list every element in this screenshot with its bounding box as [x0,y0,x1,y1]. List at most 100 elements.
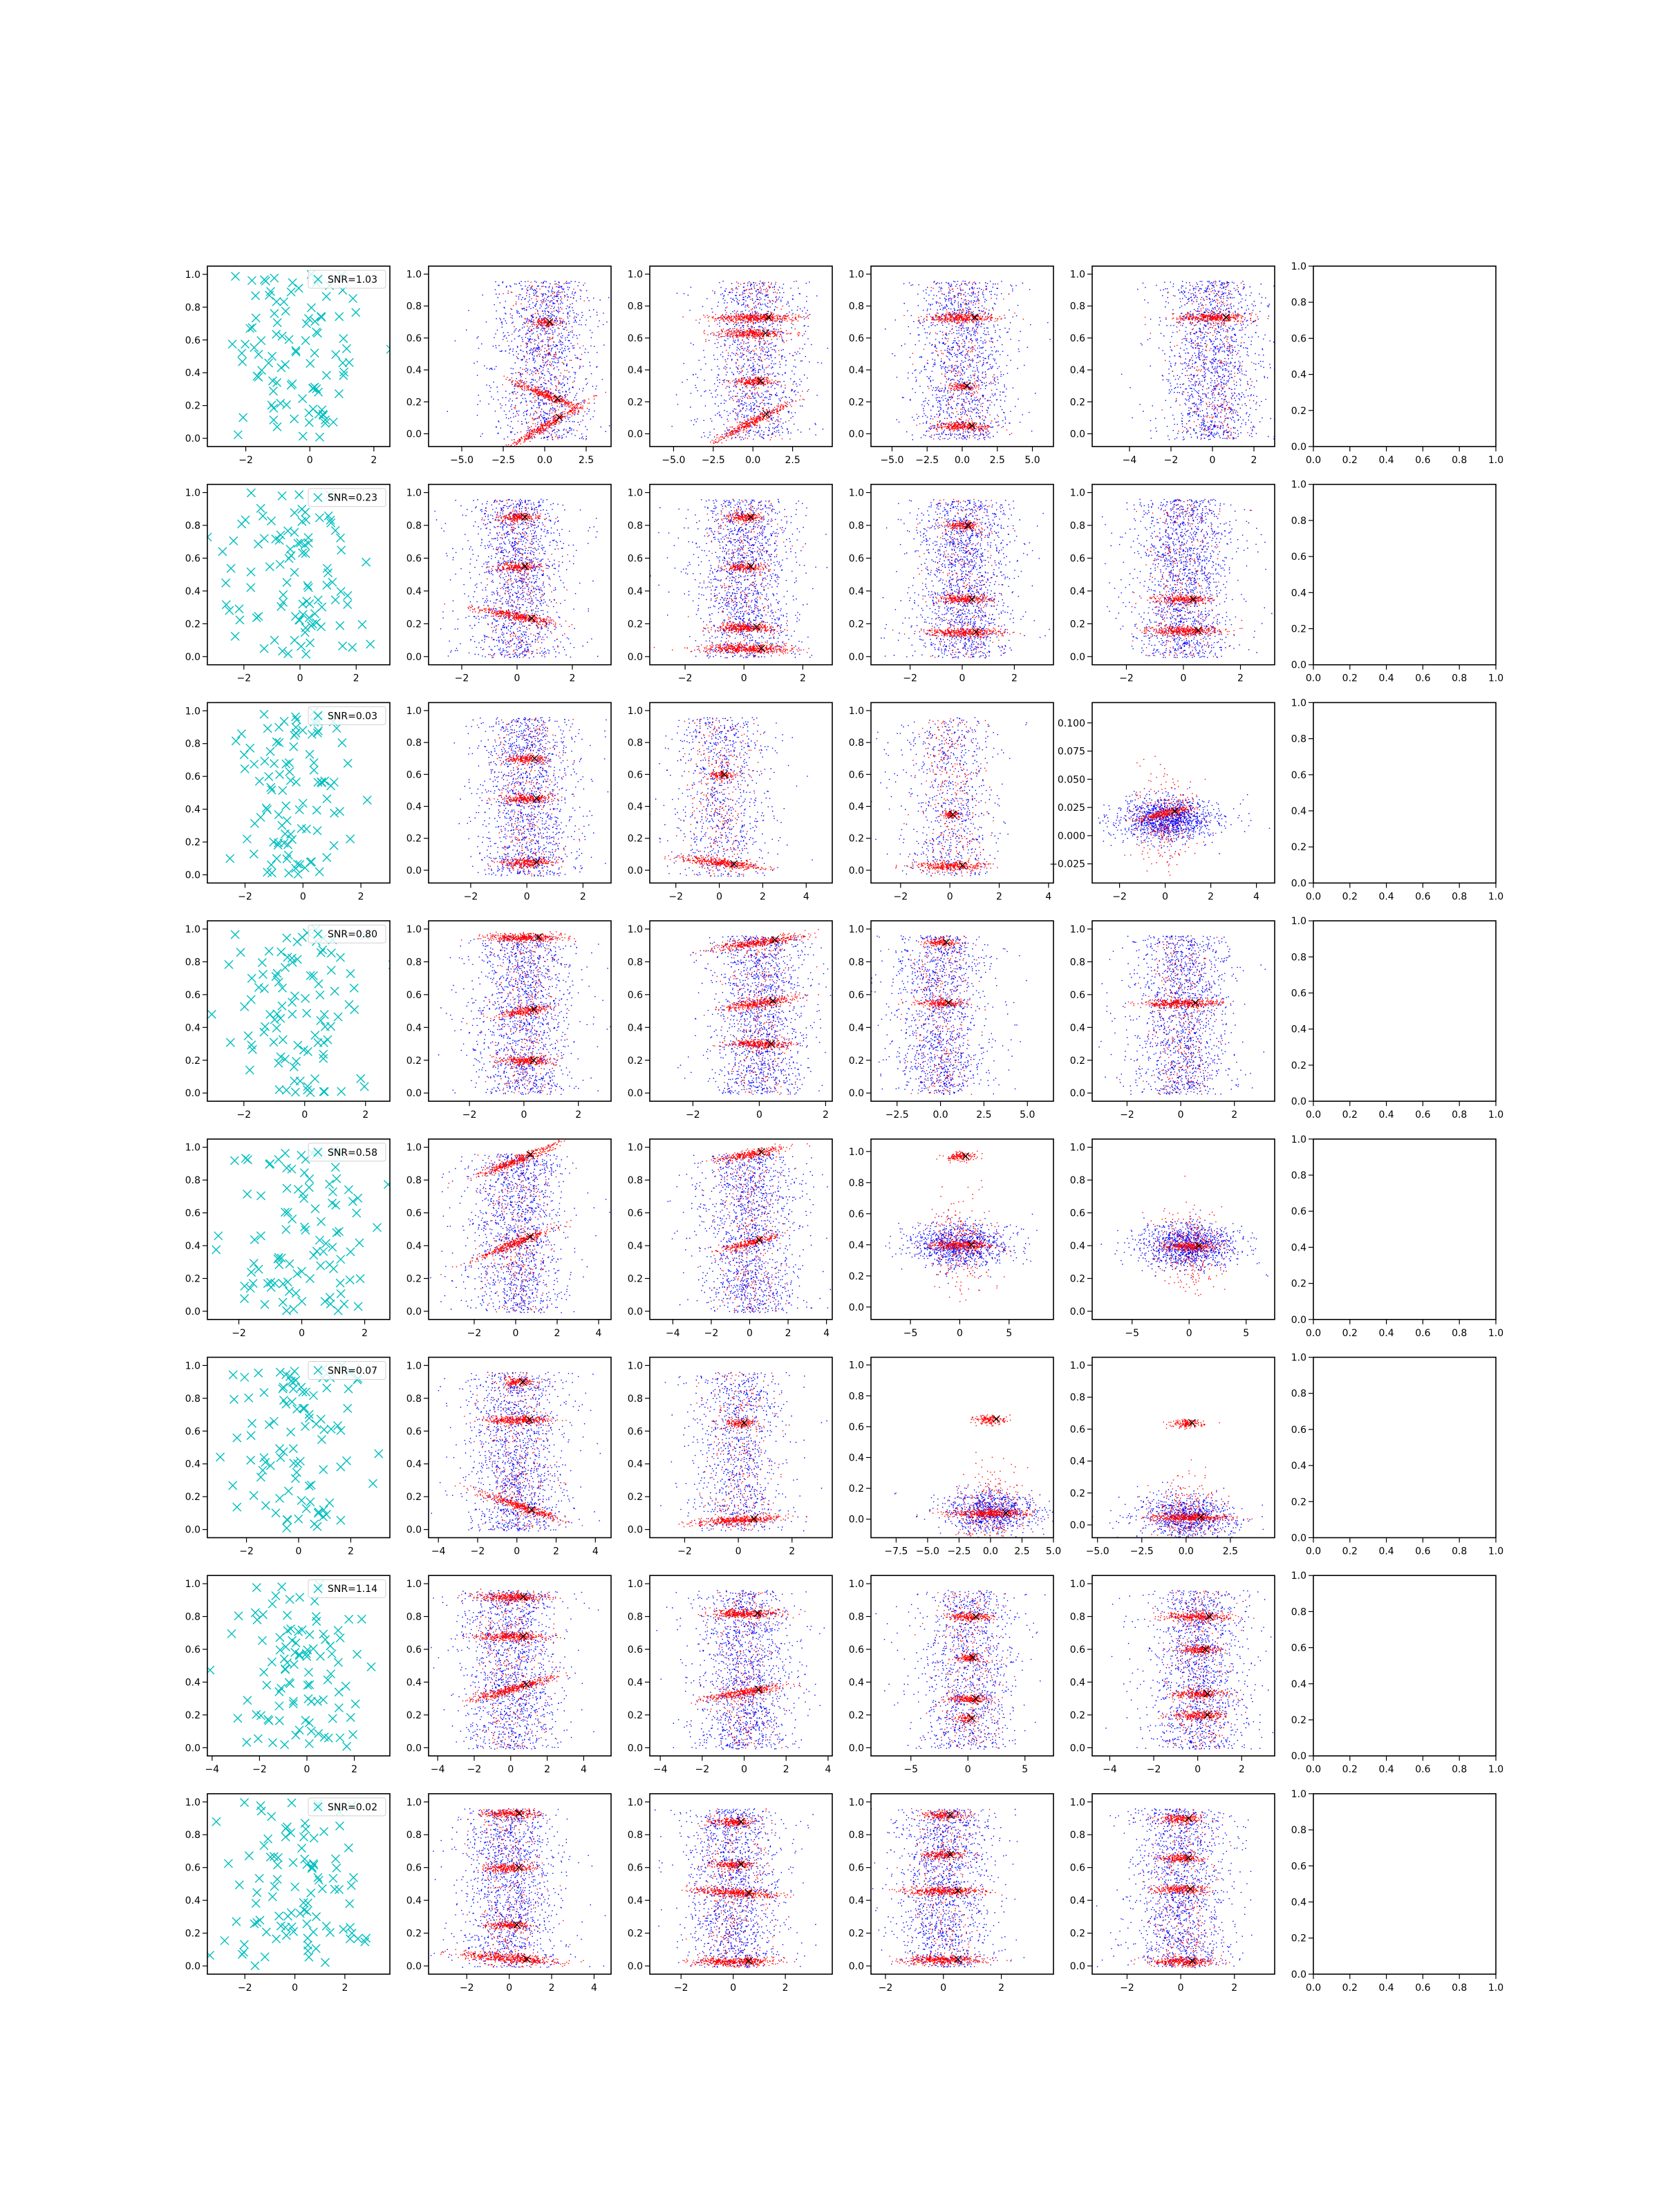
cyan-x-marker [232,1502,242,1512]
x-tick-label: 0 [524,891,530,902]
cyan-x-marker [314,1507,324,1517]
legend-box [308,924,386,944]
y-tick-label: 1.0 [185,924,200,935]
panel-r3-c1: −2 0 2 0.0 0.2 0.4 0.6 0.8 1.0 SNR=0.03 [185,702,391,902]
cyan-x-marker [246,567,256,577]
cyan-x-marker [240,1294,250,1304]
y-tick-label: 0.6 [1070,1863,1085,1874]
cyan-x-marker [249,1259,259,1268]
cyan-x-marker [259,709,269,719]
panel-r1-c5: −4 −2 0 2 0.0 0.2 0.4 0.6 0.8 1.0 [1070,265,1275,466]
x-tick-label: 0 [1178,1109,1184,1121]
cyan-x-marker [283,840,292,850]
x-tick-label: 0.2 [1342,673,1358,684]
cyan-x-marker [264,771,274,781]
cyan-x-marker [280,1664,290,1674]
x-tick-label: −5 [903,1764,918,1775]
y-tick-label: 1.0 [406,924,422,935]
y-tick-label: 0.0 [849,1961,864,1972]
y-tick-label: 0.6 [1070,1208,1085,1219]
x-tick-label: 2.5 [1014,1546,1029,1557]
cyan-x-marker [348,1873,358,1882]
y-tick-label: 0.2 [1291,1279,1306,1290]
cyan-x-marker [289,1696,299,1706]
cyan-x-marker [344,1843,353,1853]
cyan-x-marker [298,798,308,808]
red-points [653,498,809,659]
black-x-marker [527,1506,536,1514]
cyan-x-marker [319,1087,328,1096]
black-x-marker [526,1150,534,1159]
cyan-x-marker [278,1297,288,1307]
cyan-x-marker [274,1058,283,1068]
y-tick-label: 0.6 [849,990,864,1001]
cyan-x-marker [261,1927,271,1937]
cyan-x-marker [322,1383,332,1393]
cyan-x-marker [325,1293,335,1302]
black-x-marker [959,861,966,870]
cyan-x-marker [292,1468,301,1477]
cyan-x-marker [295,1076,305,1086]
y-tick-label: 0.0 [1070,1961,1085,1972]
y-tick-label: 0.0 [849,429,864,440]
cyan-x-marker [245,1284,255,1293]
axes-frame [649,1575,833,1756]
legend-label: SNR=0.23 [328,493,377,504]
x-tick-label: 2 [353,673,359,684]
cyan-x-marker [322,852,332,862]
cyan-x-marker [347,1929,357,1938]
cyan-x-marker [346,1922,355,1932]
black-x-marker [744,1957,753,1965]
cyan-x-marker [291,722,301,732]
axes-frame [870,1356,1054,1539]
black-x-marker [1188,1957,1197,1965]
x-tick-label: 0.0 [745,455,760,466]
cyan-x-marker [269,1416,279,1426]
axes-frame [207,920,391,1102]
y-tick-label: 0.2 [849,1929,864,1940]
legend-label: SNR=0.80 [328,929,377,940]
blue-points [667,1153,832,1313]
y-tick-label: 0.4 [1291,1024,1306,1035]
cyan-x-marker [291,1638,301,1648]
cyan-x-marker [304,1667,314,1677]
y-tick-label: 0.0 [628,865,643,877]
cyan-x-marker [291,1376,301,1385]
cyan-x-marker [310,1596,319,1606]
y-tick-label: 0.8 [1070,957,1085,968]
cyan-x-marker [329,778,339,787]
axes-frame [428,1356,612,1539]
y-tick-label: 0.0 [628,1088,643,1099]
y-tick-label: 0.2 [628,1492,643,1503]
y-tick-label: 1.0 [1291,1353,1306,1364]
cyan-x-marker [269,415,279,424]
x-tick-label: 0.8 [1452,1764,1467,1775]
black-x-marker [968,1653,977,1662]
axes-frame [1313,1138,1497,1320]
cyan-x-marker [330,808,339,818]
blue-points [650,498,828,659]
plot-area [667,1143,832,1313]
y-tick-label: 0.2 [185,1056,200,1067]
cyan-x-marker [332,1174,341,1183]
axes-frame [649,1356,833,1539]
cyan-x-marker [272,378,282,388]
plot-area [881,498,1050,659]
cyan-x-marker [335,312,344,321]
cyan-x-marker [277,331,287,341]
cyan-x-marker [319,1038,328,1047]
cyan-x-marker [322,563,332,573]
cyan-x-marker [289,1304,299,1314]
x-tick-label: 1.0 [1488,673,1503,684]
cyan-x-marker [250,1608,260,1618]
cyan-x-marker [335,1733,345,1743]
y-tick-label: 0.8 [849,1391,864,1402]
cyan-x-marker [270,1882,279,1891]
y-tick-label: 0.4 [406,1022,422,1033]
x-tick-label: 0.0 [1306,1764,1321,1775]
y-tick-label: 0.0 [1291,660,1306,671]
cyan-x-marker [310,1204,320,1214]
y-tick-label: 0.8 [1070,1830,1085,1841]
cyan-x-marker [333,1658,343,1667]
cyan-x-marker [272,1009,282,1019]
